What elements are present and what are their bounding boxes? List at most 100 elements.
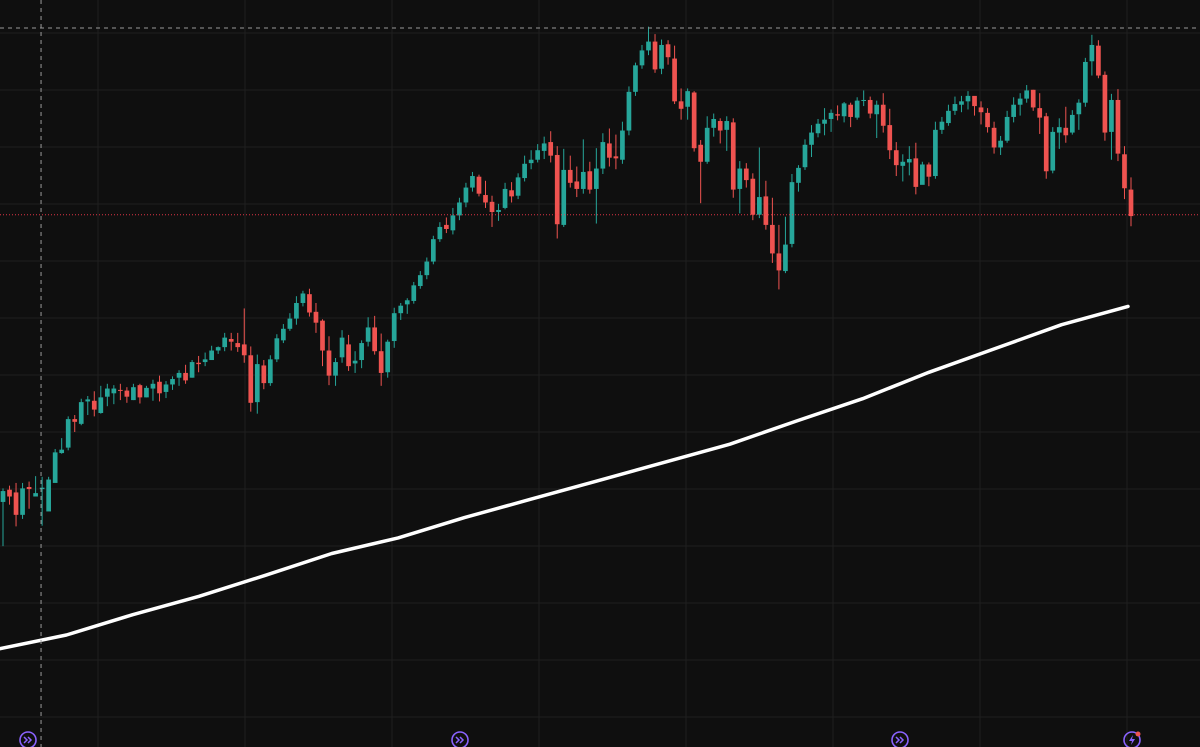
lightning-icon[interactable] <box>1123 731 1141 747</box>
candle-body <box>98 397 104 413</box>
candle-body <box>0 491 6 502</box>
candle <box>261 360 267 390</box>
candle <box>509 182 514 203</box>
candle <box>652 34 658 73</box>
candle <box>33 476 38 497</box>
candle-body <box>985 112 990 128</box>
candle-body <box>737 168 743 189</box>
candle <box>730 118 736 198</box>
candle <box>1102 71 1108 141</box>
candle <box>404 298 410 314</box>
candle <box>372 315 378 355</box>
candle <box>906 146 912 176</box>
candle <box>1115 89 1121 162</box>
candle-body <box>274 338 280 360</box>
candle <box>593 148 599 224</box>
chevrons-glyph <box>895 736 905 744</box>
candle <box>254 354 260 414</box>
candle <box>854 97 860 120</box>
candle-body <box>959 101 964 105</box>
candle-body <box>202 359 208 363</box>
candle <box>874 100 880 138</box>
moving-average-line <box>0 304 1130 651</box>
candle-body <box>1011 104 1016 117</box>
candle <box>659 39 664 75</box>
candle-body <box>496 209 501 213</box>
candle-body <box>698 144 704 162</box>
candle-body <box>730 122 736 190</box>
candle <box>91 391 97 417</box>
candle-body <box>33 493 38 497</box>
candle-body <box>65 419 71 448</box>
candle <box>528 150 534 170</box>
candle <box>1056 118 1062 149</box>
candle-body <box>926 164 932 177</box>
candle-body <box>652 41 658 70</box>
candle-body <box>502 188 508 208</box>
candle-body <box>756 197 762 215</box>
chevrons-icon[interactable] <box>19 731 37 747</box>
candle-body <box>587 171 593 190</box>
candle <box>991 121 997 154</box>
candle-body <box>372 327 378 352</box>
candle <box>613 134 619 170</box>
candle-body <box>678 101 684 109</box>
lightning-glyph <box>1129 735 1135 745</box>
candle <box>665 40 671 65</box>
candle <box>561 148 567 227</box>
marker-ring <box>891 731 909 747</box>
candles <box>0 26 1134 547</box>
candle <box>1128 177 1134 227</box>
candle-body <box>848 104 853 117</box>
candle-body <box>548 142 554 156</box>
candle <box>828 109 834 132</box>
candle-body <box>1063 127 1069 136</box>
candle <box>163 381 169 399</box>
candle <box>867 96 873 119</box>
candle-body <box>385 341 391 373</box>
candle-body <box>522 163 527 179</box>
candle-body <box>157 381 162 394</box>
chevrons-icon[interactable] <box>451 731 469 747</box>
candle-body <box>1069 114 1075 133</box>
candle <box>157 375 162 402</box>
candle-body <box>281 328 286 341</box>
candle <box>307 288 312 317</box>
candle <box>248 346 254 412</box>
candle-body <box>763 196 769 225</box>
candle-body <box>867 99 873 114</box>
candle-body <box>26 487 32 490</box>
candle-body <box>691 92 697 149</box>
candle-body <box>326 350 332 376</box>
candle-body <box>906 159 912 163</box>
candle <box>1030 89 1036 111</box>
candle <box>848 102 853 128</box>
candle-body <box>196 362 201 365</box>
chevrons-icon[interactable] <box>891 731 909 747</box>
candle-body <box>639 50 645 66</box>
candle <box>0 488 6 547</box>
candle <box>548 131 554 163</box>
candle-body <box>620 130 625 160</box>
candle-body <box>933 129 938 177</box>
candle-body <box>554 154 560 225</box>
candle <box>796 165 801 192</box>
candle <box>1122 146 1127 200</box>
candle-body <box>118 389 123 391</box>
candle-body <box>874 104 880 115</box>
candle-body <box>685 91 690 107</box>
candle <box>815 118 821 138</box>
candle-body <box>880 104 886 126</box>
candle <box>835 105 840 121</box>
candle-body <box>215 347 221 351</box>
candle-body <box>711 118 717 128</box>
candle-body <box>580 171 586 189</box>
candle-body <box>626 91 632 131</box>
candle-body <box>541 143 547 151</box>
candle-body <box>489 201 495 213</box>
candle <box>228 332 234 351</box>
candle <box>1083 57 1088 107</box>
